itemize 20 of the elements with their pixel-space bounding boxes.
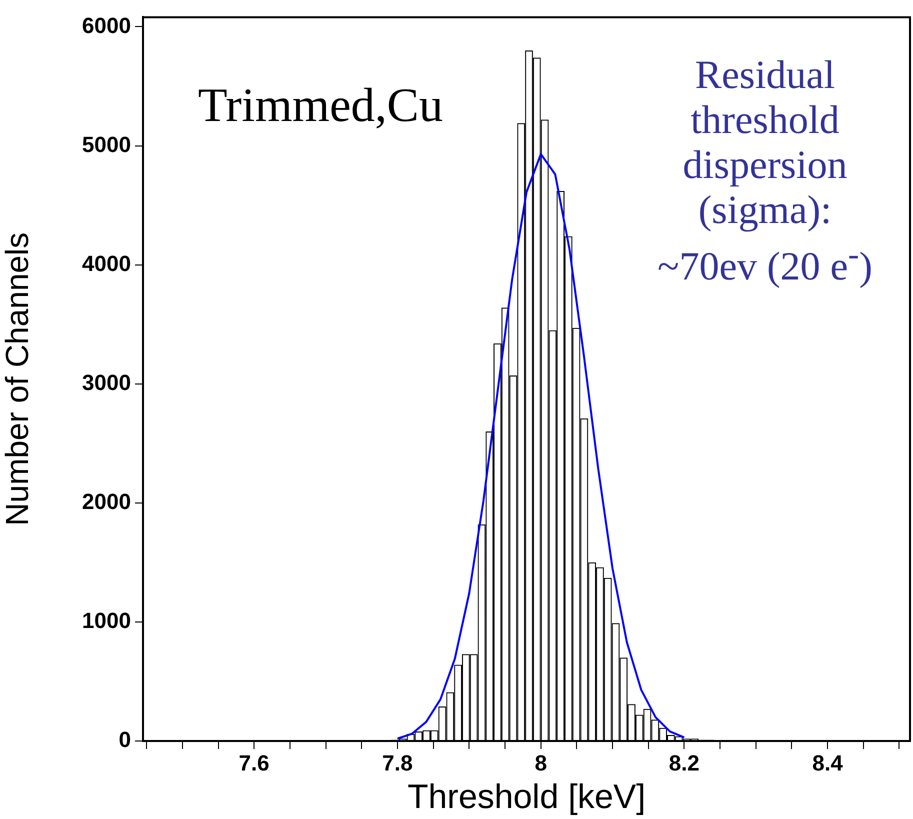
x-tick-label: 8.2 xyxy=(668,750,700,776)
x-tick-label: 8 xyxy=(534,750,547,776)
y-tick-label: 0 xyxy=(118,727,131,752)
y-tick-label: 4000 xyxy=(82,250,131,276)
y-tick-label: 3000 xyxy=(82,370,131,395)
annotation: Residual xyxy=(694,52,836,97)
y-tick-label: 6000 xyxy=(82,12,131,38)
y-tick-label: 5000 xyxy=(82,132,131,157)
y-tick-label: 1000 xyxy=(82,608,131,634)
x-tick-label: 8.4 xyxy=(812,750,844,776)
y-axis-title: Number of Channels xyxy=(0,232,36,526)
annotation: Trimmed,Cu xyxy=(198,78,443,133)
x-tick-label: 7.8 xyxy=(382,750,413,776)
annotation: ~70ev (20 e$^{-}$) xyxy=(656,235,874,288)
x-axis-title: Threshold [keV] xyxy=(407,778,646,816)
annotation: dispersion xyxy=(682,142,848,187)
annotation: (sigma): xyxy=(697,187,833,232)
y-tick-label: 2000 xyxy=(82,488,131,514)
annotation: threshold xyxy=(690,97,840,142)
x-tick-label: 7.6 xyxy=(238,750,270,776)
